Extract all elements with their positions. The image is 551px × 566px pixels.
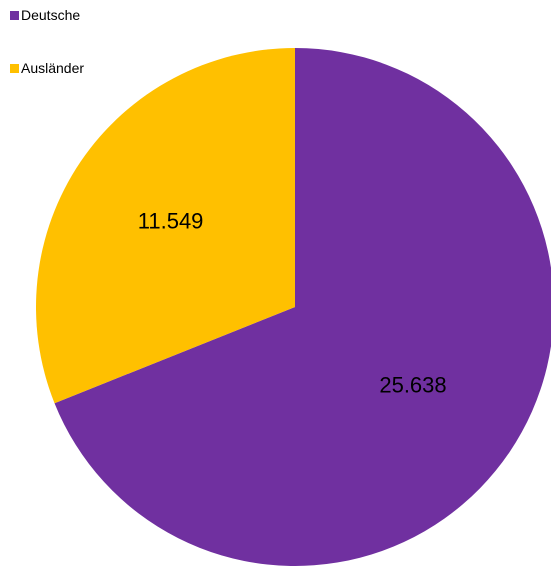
data-label-deutsche: 25.638: [379, 373, 446, 398]
pie-slice-deutsche: [54, 48, 551, 566]
legend-swatch-auslaender: [10, 63, 19, 73]
legend-label-deutsche: Deutsche: [21, 7, 81, 23]
pie-slice-auslaender: [36, 48, 296, 404]
data-label-auslaender: 11.549: [138, 209, 204, 234]
legend-swatch-deutsche: [10, 10, 19, 20]
legend-item-auslaender: Ausländer: [10, 60, 84, 76]
legend-label-auslaender: Ausländer: [21, 60, 85, 76]
legend-item-deutsche: Deutsche: [10, 7, 80, 23]
